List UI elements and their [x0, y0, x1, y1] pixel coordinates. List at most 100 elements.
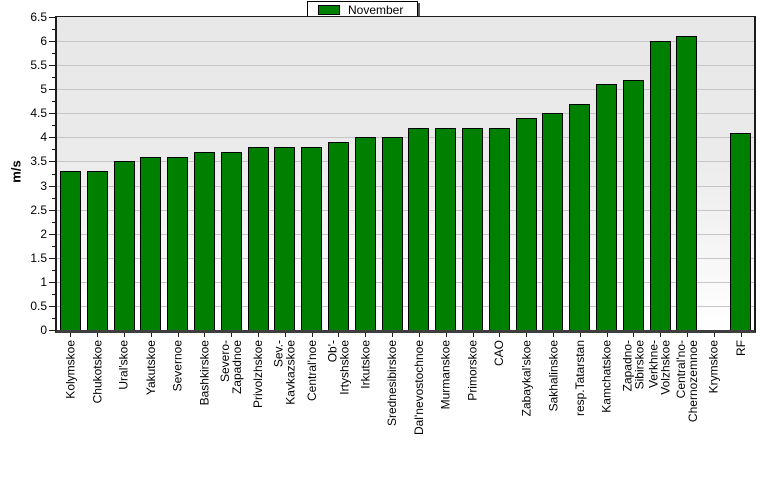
bar	[354, 137, 376, 330]
bar	[301, 147, 323, 330]
bar	[596, 84, 618, 330]
y-tick-label: 1.5	[30, 250, 47, 265]
bar	[247, 147, 269, 330]
y-minor-tick	[52, 317, 55, 319]
y-minor-tick	[52, 245, 55, 247]
gridline	[57, 185, 754, 187]
y-tick-label: 2	[40, 226, 47, 241]
plot-area	[55, 16, 756, 333]
y-minor-tick	[52, 269, 55, 271]
x-axis-label: Zapadno- Sibirskoe	[620, 340, 647, 392]
bar	[113, 161, 135, 330]
y-tick-label: 2.5	[30, 202, 47, 217]
y-minor-tick	[52, 29, 55, 31]
x-tick	[445, 333, 447, 337]
x-tick	[231, 333, 233, 337]
x-axis-label: Murmanskoe	[438, 340, 453, 410]
x-axis-label: Srednesibirskoe	[385, 340, 400, 427]
y-tick-label: 3	[40, 178, 47, 193]
x-tick	[552, 333, 554, 337]
x-axis-label: Verkhne- Volzhskoe	[647, 340, 674, 395]
bar	[274, 147, 296, 330]
gridline	[57, 41, 754, 43]
x-axis-label: Irkutskoe	[358, 340, 373, 389]
legend-swatch-november	[318, 4, 340, 15]
y-tick-label: 5	[40, 82, 47, 97]
bar	[569, 103, 591, 330]
x-axis-label: Sakhalinskoe	[545, 340, 560, 412]
gridline	[57, 89, 754, 91]
x-axis-label: Dal'nevostochnoe	[411, 340, 426, 436]
y-tick-label: 6	[40, 34, 47, 49]
y-tick-label: 4.5	[30, 106, 47, 121]
y-tick	[49, 89, 55, 91]
y-minor-tick	[52, 173, 55, 175]
x-tick	[633, 333, 635, 337]
bar	[140, 156, 162, 330]
gridline	[57, 161, 754, 163]
x-axis-label: Krymskoe	[706, 340, 721, 394]
bar	[86, 171, 108, 330]
bar	[488, 127, 510, 330]
y-tick-label: 6.5	[30, 10, 47, 24]
y-tick	[49, 65, 55, 67]
bar	[59, 171, 81, 330]
y-tick-label: 3.5	[30, 154, 47, 169]
gridline	[57, 65, 754, 67]
x-tick	[392, 333, 394, 337]
gridline	[57, 233, 754, 235]
gridline	[57, 113, 754, 115]
y-tick	[49, 209, 55, 211]
gridline	[57, 257, 754, 259]
x-tick	[258, 333, 260, 337]
y-tick	[49, 281, 55, 283]
y-minor-tick	[52, 149, 55, 151]
y-minor-tick	[52, 221, 55, 223]
x-axis-label: CAO	[492, 340, 507, 367]
bar	[193, 151, 215, 330]
bar	[220, 151, 242, 330]
x-axis-label: Ural'skoe	[117, 340, 132, 390]
y-tick	[49, 233, 55, 235]
gridline	[57, 305, 754, 307]
x-axis-label: Bashkirskoe	[197, 340, 212, 406]
x-tick	[365, 333, 367, 337]
bar	[676, 36, 698, 330]
x-tick	[70, 333, 72, 337]
y-minor-tick	[52, 197, 55, 199]
y-minor-tick	[52, 53, 55, 55]
bar	[515, 118, 537, 330]
x-axis-label: Yakutskoe	[143, 340, 158, 396]
gridline	[57, 209, 754, 211]
x-axis-label: Severo- Zapadnoe	[218, 340, 245, 395]
x-tick	[660, 333, 662, 337]
x-axis-label: Central'no- Chernozemnoe	[673, 340, 700, 423]
bar	[542, 113, 564, 330]
x-axis-label: Privolzhskoe	[251, 340, 266, 409]
y-tick	[49, 41, 55, 43]
y-tick-label: 5.5	[30, 58, 47, 73]
bar	[381, 137, 403, 330]
bar	[435, 127, 457, 330]
x-axis-label: Ob'- Irtyshskoe	[325, 340, 352, 395]
y-tick	[49, 330, 55, 331]
x-tick	[740, 333, 742, 337]
x-tick	[686, 333, 688, 337]
y-tick	[49, 137, 55, 139]
gridline	[57, 137, 754, 139]
y-minor-tick	[52, 125, 55, 127]
x-tick	[472, 333, 474, 337]
x-tick	[97, 333, 99, 337]
x-tick	[338, 333, 340, 337]
x-tick	[713, 333, 715, 337]
bar	[649, 41, 671, 330]
x-axis-label: Kolymskoe	[63, 340, 78, 399]
y-tick-label: 0	[40, 323, 47, 337]
y-minor-tick	[52, 77, 55, 79]
y-minor-tick	[52, 293, 55, 295]
x-tick	[204, 333, 206, 337]
x-tick	[606, 333, 608, 337]
x-tick	[418, 333, 420, 337]
x-axis-label: Kamchatskoe	[599, 340, 614, 413]
